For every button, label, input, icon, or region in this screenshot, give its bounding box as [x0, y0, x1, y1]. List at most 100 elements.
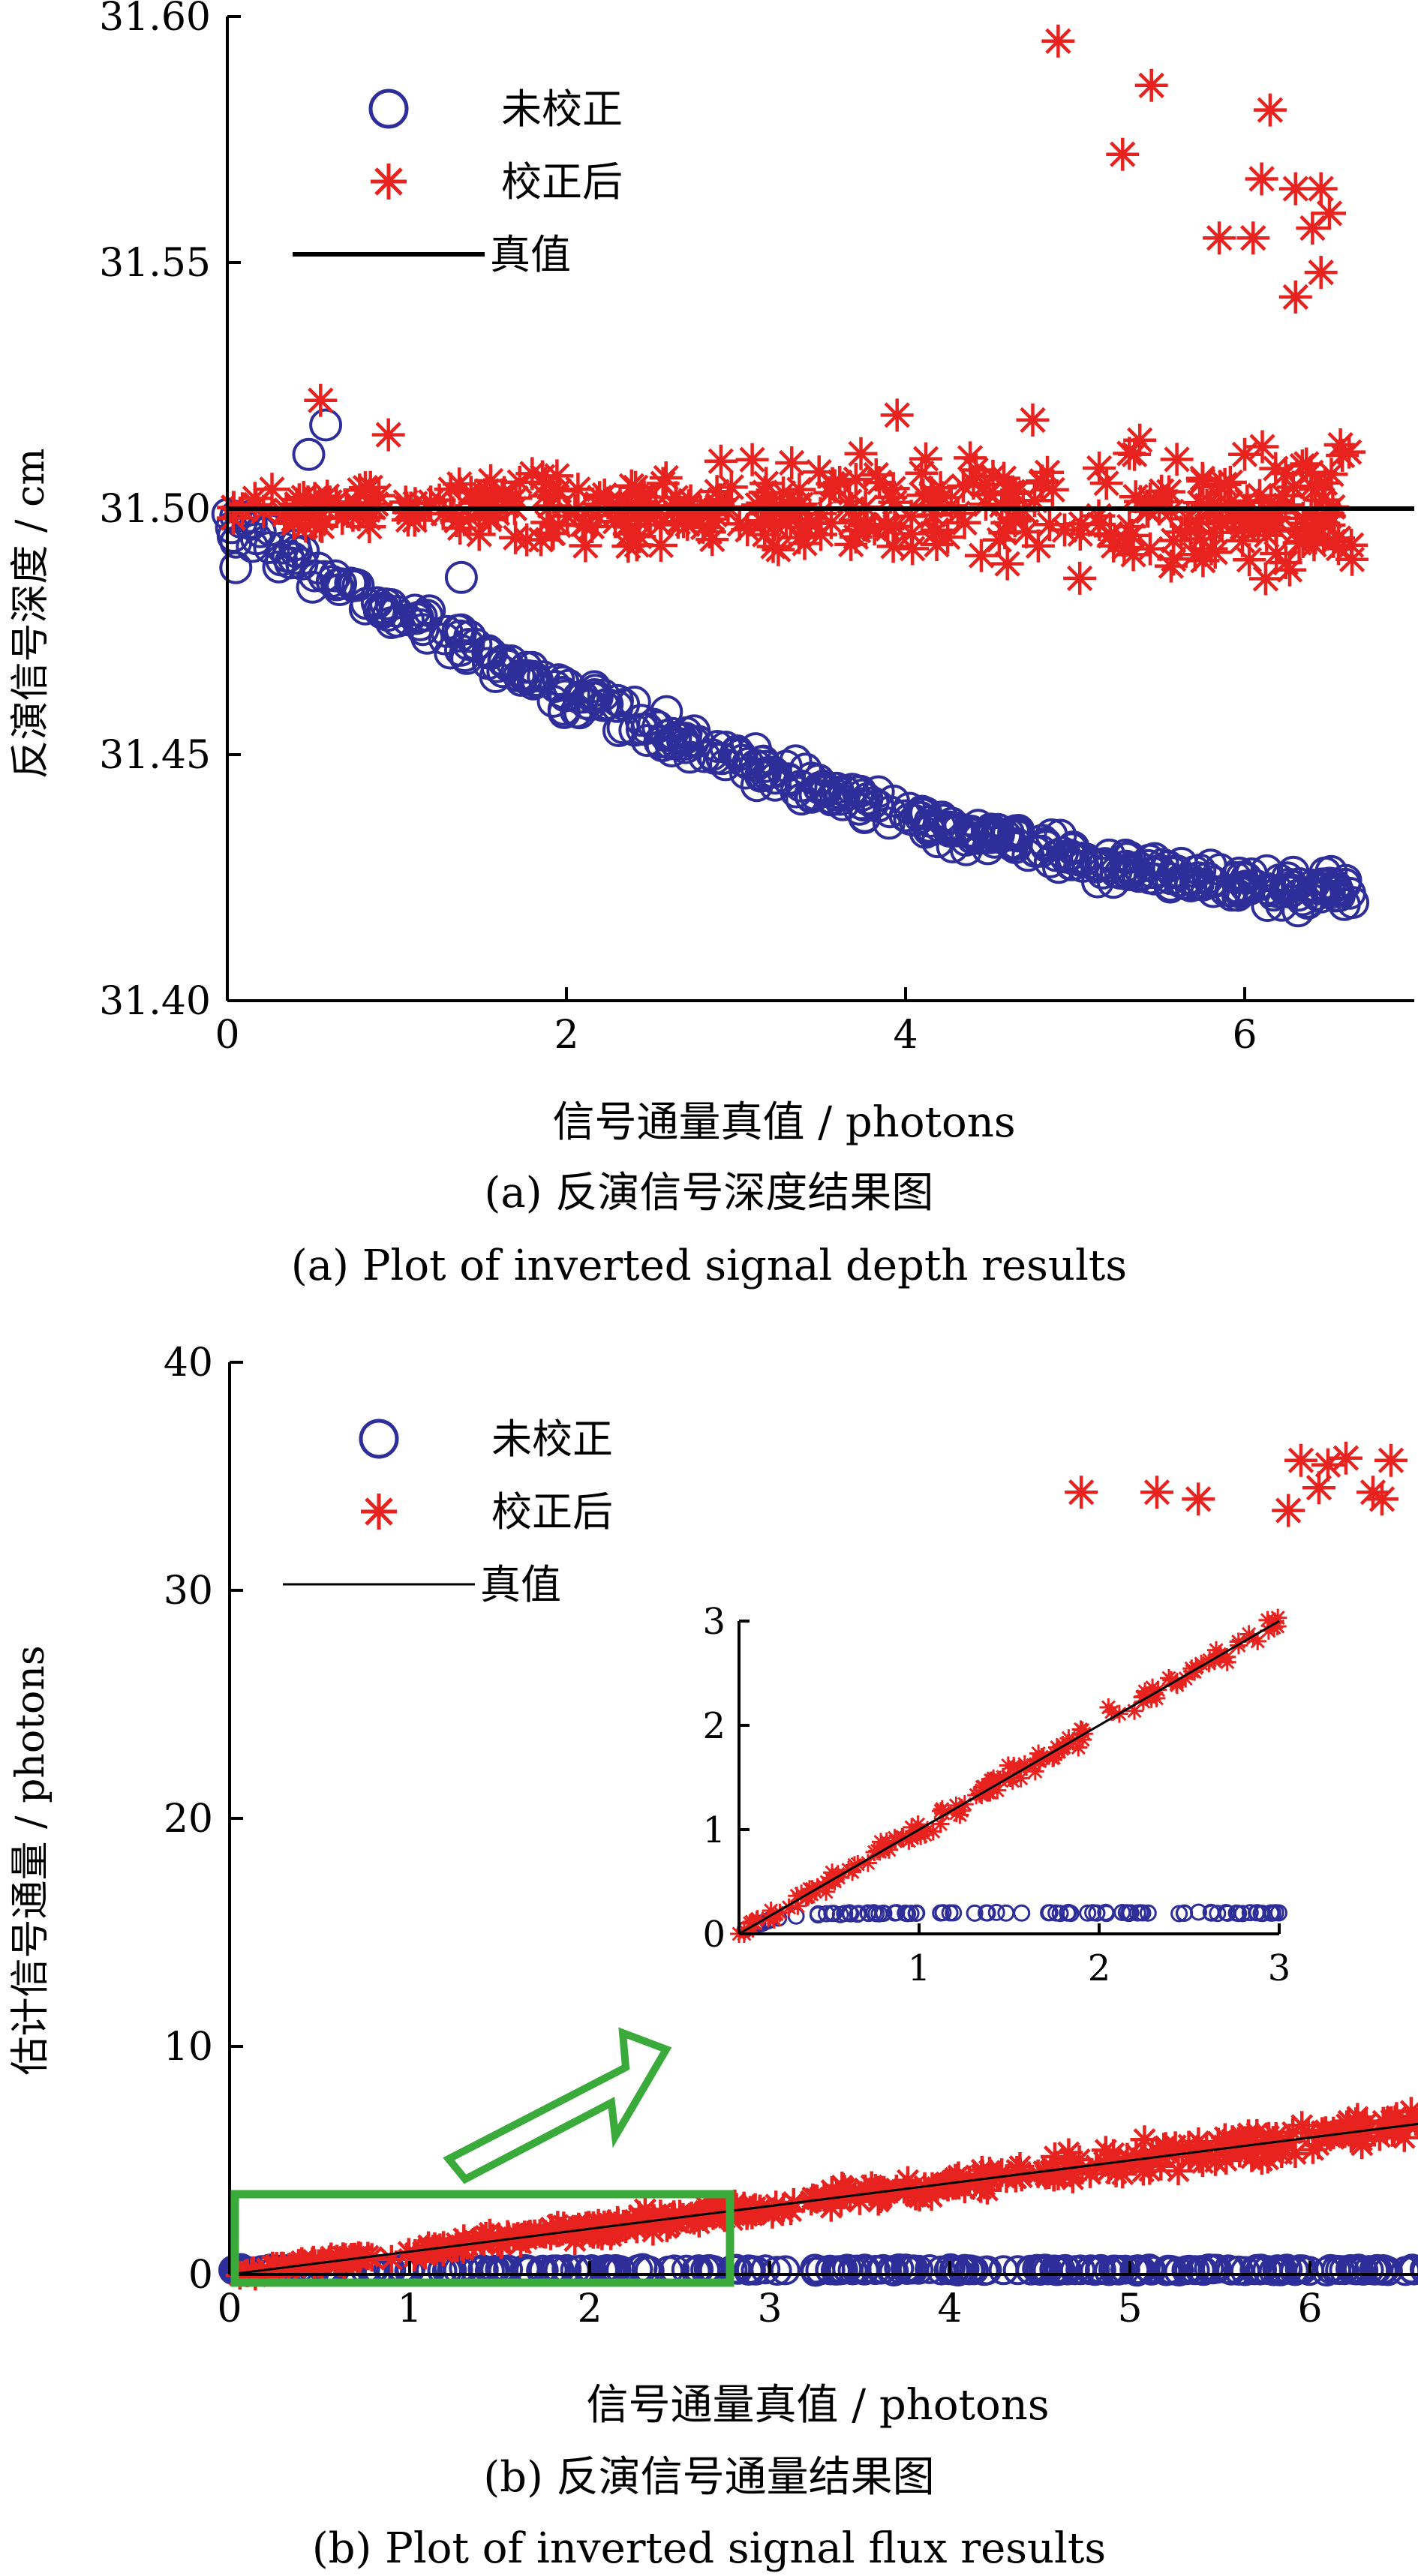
corrected-point	[528, 479, 562, 513]
corrected-point	[1157, 542, 1191, 576]
corrected-point	[914, 488, 948, 522]
inset-uncorrected-point	[849, 1905, 867, 1923]
corrected-point	[611, 2214, 641, 2244]
corrected-point	[561, 473, 595, 506]
corrected-point	[1010, 515, 1044, 548]
corrected-point	[1312, 500, 1346, 533]
uncorrected-point	[587, 689, 620, 722]
corrected-point	[1262, 2130, 1291, 2159]
inset-corrected-point	[1167, 1673, 1186, 1692]
corrected-point	[1212, 488, 1245, 521]
chart-a-axes: 31.40 31.45 31.50 31.55 31.60 0 2 4 6	[99, 0, 1414, 1058]
uncorrected-point	[656, 716, 689, 750]
inset-uncorrected-point	[1079, 1904, 1097, 1922]
uncorrected-point	[494, 644, 528, 677]
corrected-point	[646, 467, 680, 500]
inset-y-tick-label: 3	[702, 1601, 726, 1643]
corrected-point	[1173, 514, 1207, 548]
x-tick-label: 6	[1297, 2286, 1322, 2331]
corrected-point	[1299, 2135, 1327, 2164]
corrected-outlier	[1140, 1476, 1173, 1509]
y-tick-label: 0	[188, 2253, 213, 2298]
inset-uncorrected-point	[842, 1905, 860, 1923]
corrected-point	[905, 456, 939, 490]
inset-corrected-point	[1003, 1771, 1022, 1790]
corrected-point	[990, 547, 1024, 581]
inset-uncorrected-point	[945, 1904, 963, 1922]
uncorrected-point	[668, 727, 701, 761]
corrected-point	[1269, 546, 1302, 580]
corrected-point	[834, 527, 868, 561]
uncorrected-point	[1160, 854, 1194, 887]
uncorrected-point	[239, 522, 273, 556]
corrected-point	[426, 497, 460, 530]
corrected-point	[1286, 501, 1320, 535]
inset-uncorrected-point	[874, 1905, 892, 1922]
corrected-point	[1149, 485, 1183, 518]
corrected-point	[1201, 2147, 1230, 2176]
corrected-point	[1295, 470, 1329, 503]
inset-corrected-point	[1185, 1662, 1204, 1681]
inset-corrected-point	[988, 1781, 1007, 1800]
uncorrected-point	[770, 2255, 801, 2286]
corrected-outlier	[1203, 221, 1236, 255]
uncorrected-point	[630, 724, 664, 758]
corrected-point	[1171, 502, 1205, 536]
corrected-point	[1068, 2155, 1097, 2184]
corrected-point	[1213, 465, 1247, 499]
corrected-point	[1259, 452, 1293, 485]
corrected-point	[833, 485, 867, 518]
uncorrected-point	[650, 695, 683, 728]
corrected-point	[764, 494, 797, 528]
inset-uncorrected-point	[1218, 1905, 1236, 1922]
inset-uncorrected-point	[1041, 1904, 1059, 1922]
inset-axes: 0 1 2 3 1 2 3	[702, 1601, 1290, 1989]
uncorrected-point	[823, 2255, 854, 2286]
inset-corrected-point	[762, 1902, 780, 1920]
y-tick-label: 31.45	[99, 733, 211, 778]
corrected-point	[1236, 499, 1270, 533]
corrected-outlier	[1365, 1482, 1398, 1516]
inset-corrected-point	[1026, 1762, 1044, 1781]
corrected-point	[1050, 2148, 1080, 2178]
corrected-point	[216, 501, 250, 535]
uncorrected-point	[341, 569, 375, 602]
corrected-point	[1025, 464, 1059, 498]
corrected-point	[775, 446, 809, 479]
uncorrected-point	[939, 2255, 969, 2285]
corrected-point	[1323, 428, 1357, 461]
corrected-point	[644, 529, 677, 562]
inset-corrected-point	[1248, 1632, 1267, 1650]
corrected-point	[525, 2219, 554, 2248]
uncorrected-point	[1015, 2254, 1046, 2285]
legend-asterisk-icon	[361, 1494, 397, 1530]
corrected-point	[587, 479, 621, 512]
corrected-point	[1131, 494, 1165, 528]
uncorrected-point	[318, 559, 352, 593]
inset-corrected-point	[931, 1815, 950, 1833]
corrected-point	[580, 499, 614, 533]
corrected-point	[391, 503, 425, 537]
corrected-point	[454, 476, 488, 509]
inset-corrected-point	[748, 1910, 767, 1929]
y-tick-label: 20	[164, 1797, 213, 1842]
corrected-point	[1273, 553, 1306, 587]
corrected-point	[882, 2174, 911, 2203]
corrected-point	[1337, 2124, 1365, 2153]
inset-uncorrected-point	[1170, 1905, 1188, 1923]
corrected-point	[917, 2182, 946, 2211]
corrected-point	[1203, 470, 1237, 503]
uncorrected-point	[1340, 2255, 1371, 2286]
uncorrected-point	[1313, 866, 1347, 900]
uncorrected-point	[1311, 2256, 1342, 2287]
inset-corrected-point	[877, 1832, 896, 1851]
corrected-point	[941, 497, 975, 530]
corrected-point	[1273, 2127, 1302, 2156]
corrected-point	[802, 455, 836, 489]
uncorrected-point	[723, 738, 757, 771]
x-tick-label: 2	[577, 2286, 602, 2331]
corrected-point	[473, 500, 507, 533]
corrected-point	[783, 473, 816, 506]
corrected-outlier	[1296, 212, 1329, 245]
corrected-point	[568, 507, 602, 541]
